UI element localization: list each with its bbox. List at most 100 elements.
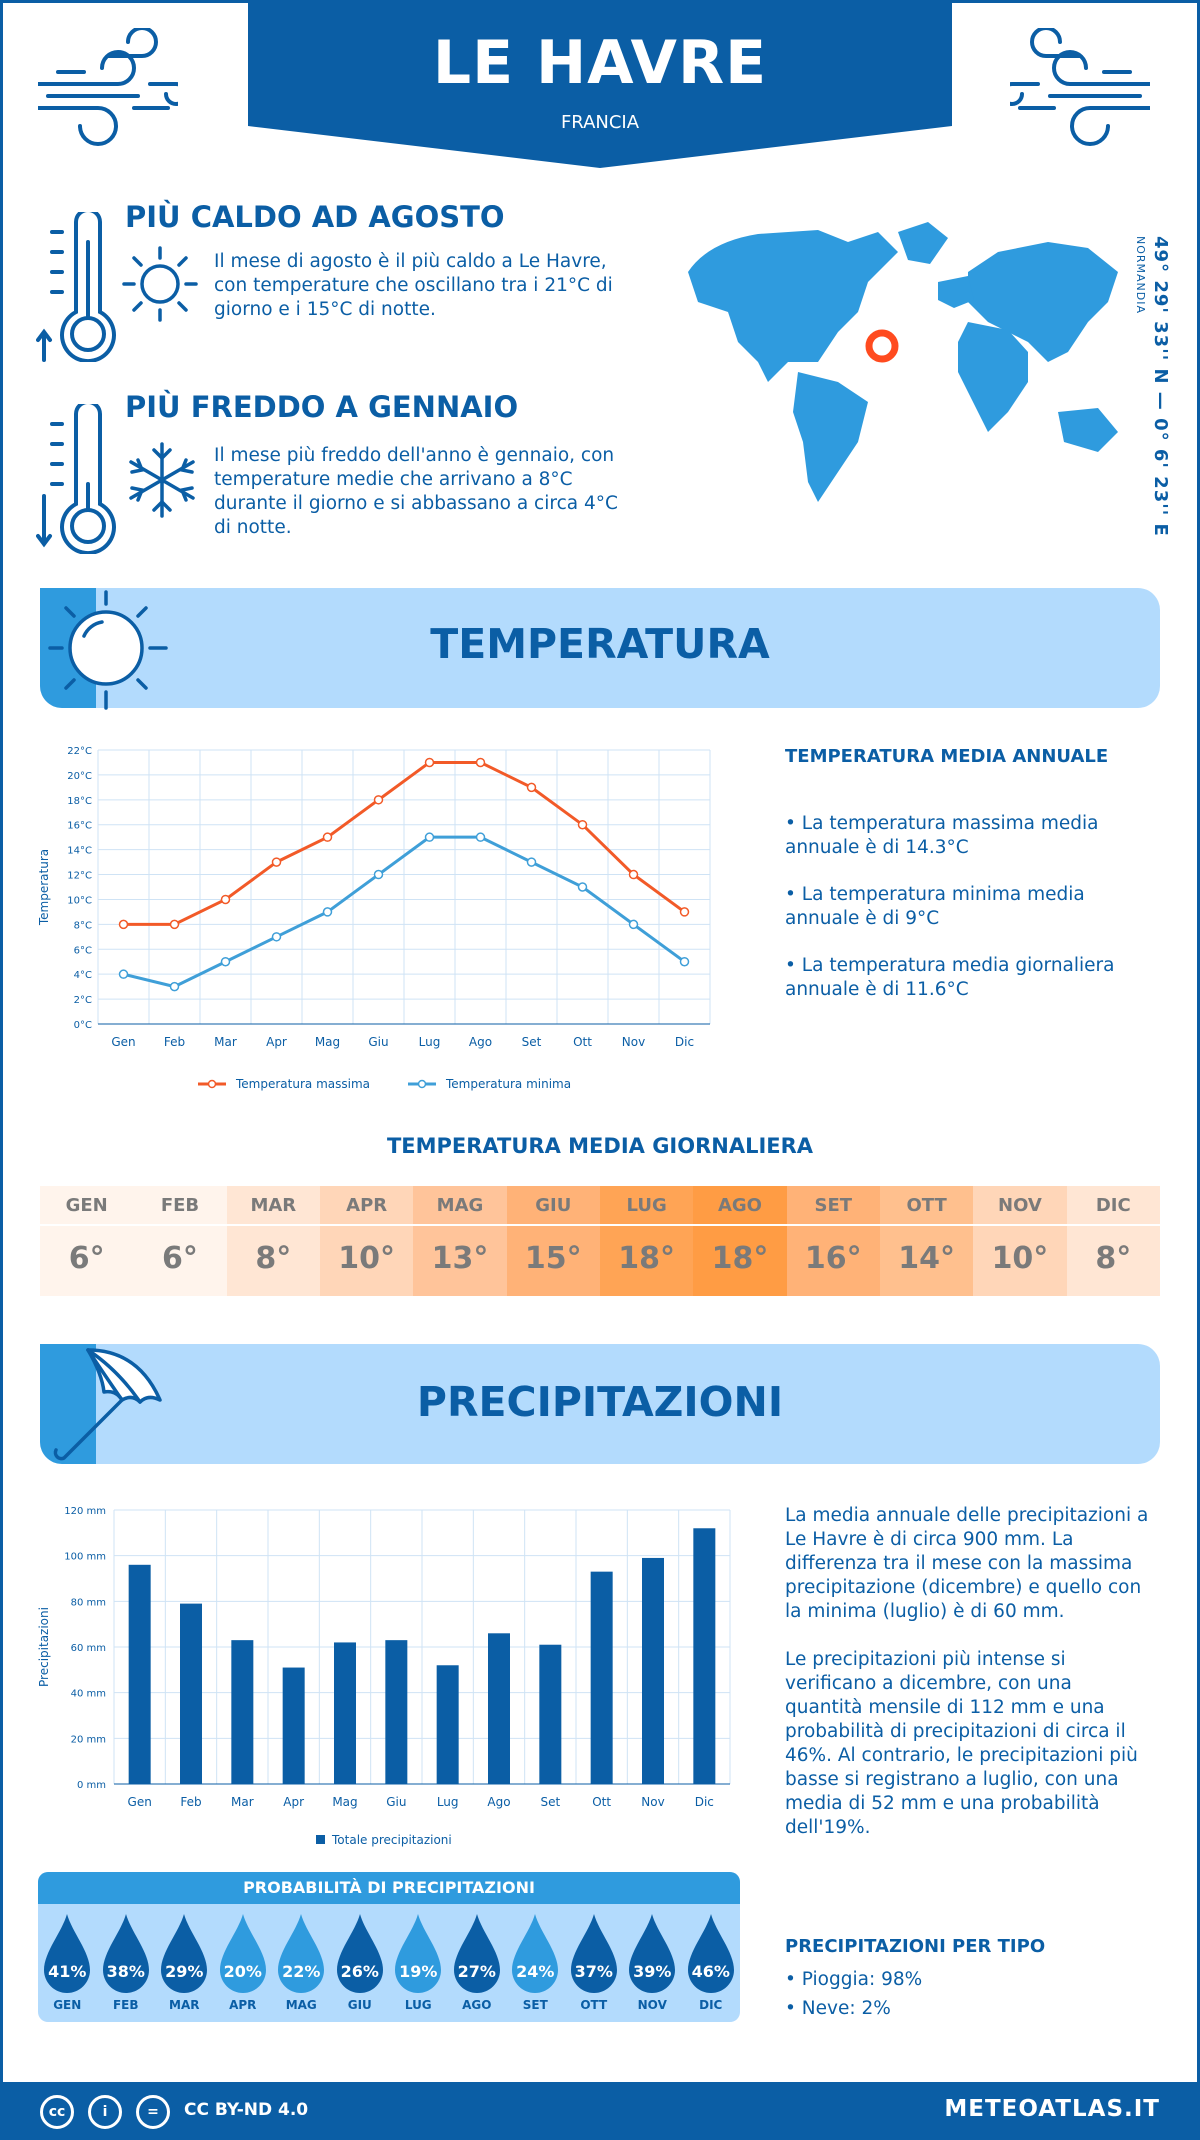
data-point bbox=[169, 919, 180, 930]
daily-temp-cell: NOV 10° bbox=[973, 1186, 1067, 1296]
y-tick-label: 100 mm bbox=[64, 1552, 106, 1563]
daily-temp-value: 15° bbox=[524, 1241, 582, 1276]
wind-icon bbox=[38, 28, 178, 146]
daily-temp-month: GEN bbox=[40, 1186, 134, 1226]
x-tick-label: Giu bbox=[386, 1795, 406, 1809]
daily-temp-month: DIC bbox=[1066, 1186, 1160, 1226]
raindrop-icon bbox=[395, 1914, 442, 1993]
daily-temp-cell: AGO 18° bbox=[693, 1186, 787, 1296]
umbrella-icon bbox=[53, 1348, 162, 1461]
daily-temp-value: 6° bbox=[68, 1241, 105, 1276]
x-tick-label: Nov bbox=[641, 1795, 664, 1809]
temperature-title: TEMPERATURA bbox=[430, 620, 770, 668]
probability-value: 37% bbox=[574, 1962, 613, 1981]
raindrop-icon bbox=[570, 1914, 617, 1993]
probability-value: 26% bbox=[340, 1962, 379, 1981]
probability-value: 22% bbox=[282, 1962, 321, 1981]
daily-temp-month: FEB bbox=[133, 1186, 227, 1226]
x-tick-label: Set bbox=[540, 1795, 560, 1809]
daily-temp-cell: APR 10° bbox=[319, 1186, 414, 1296]
annual-temp-bullet-avg: • La temperatura media giornaliera annua… bbox=[785, 955, 1115, 1000]
y-tick-label: 8°C bbox=[74, 920, 92, 931]
raindrop-icon bbox=[687, 1914, 734, 1993]
city-name: LE HAVRE bbox=[432, 28, 768, 98]
y-tick-label: 20°C bbox=[67, 771, 92, 782]
thermometer-icon bbox=[36, 404, 116, 554]
country-name: FRANCIA bbox=[560, 112, 640, 133]
x-tick-label: Mag bbox=[332, 1795, 357, 1809]
x-tick-label: Dic bbox=[695, 1795, 714, 1809]
daily-temp-cell: GIU 15° bbox=[506, 1186, 600, 1296]
x-tick-label: Lug bbox=[437, 1795, 459, 1809]
y-tick-label: 16°C bbox=[67, 821, 92, 832]
probability-month: MAR bbox=[169, 1998, 200, 2012]
probability-drop-mag: 22% MAG bbox=[274, 1912, 328, 2022]
x-tick-label: Ago bbox=[487, 1795, 510, 1809]
x-tick-label: Dic bbox=[675, 1035, 694, 1049]
y-tick-label: 0°C bbox=[74, 1020, 92, 1031]
y-tick-label: 120 mm bbox=[64, 1506, 106, 1517]
data-point bbox=[424, 832, 435, 842]
y-tick-label: 14°C bbox=[67, 846, 92, 857]
daily-temp-value: 14° bbox=[898, 1241, 955, 1276]
probability-month: SET bbox=[522, 1998, 548, 2012]
bar-nov bbox=[642, 1557, 664, 1784]
coldest-text: Il mese più freddo dell'anno è gennaio, … bbox=[214, 445, 618, 538]
data-point bbox=[220, 956, 231, 967]
probability-drop-lug: 19% LUG bbox=[391, 1912, 445, 2022]
bar-mar bbox=[231, 1640, 254, 1784]
daily-temp-cell: MAR 8° bbox=[226, 1186, 320, 1296]
raindrop-icon bbox=[44, 1914, 91, 1993]
daily-temp-cell: OTT 14° bbox=[879, 1186, 974, 1296]
sun-icon bbox=[48, 590, 168, 710]
y-tick-label: 80 mm bbox=[71, 1597, 106, 1608]
raindrop-icon bbox=[161, 1914, 208, 1993]
bar-set bbox=[539, 1644, 562, 1784]
precip-summary: La media annuale delle precipitazioni a … bbox=[785, 1505, 1149, 1622]
data-point bbox=[475, 832, 486, 842]
data-point bbox=[118, 969, 129, 979]
x-tick-label: Ott bbox=[592, 1795, 611, 1809]
precip-probability-title: PROBABILITÀ DI PRECIPITAZIONI bbox=[38, 1872, 740, 1904]
probability-value: 27% bbox=[457, 1962, 496, 1981]
cc-icon: cc bbox=[40, 2095, 74, 2129]
probability-month: AGO bbox=[462, 1998, 492, 2012]
precipitation-chart: 0 mm 20 mm 40 mm 60 mm 80 mm 100 mm 120 mm Gen F… bbox=[37, 1506, 731, 1847]
daily-temp-month: NOV bbox=[973, 1186, 1067, 1226]
snowflake-icon bbox=[129, 442, 195, 518]
probability-value: 46% bbox=[691, 1962, 730, 1981]
coldest-title: PIÙ FREDDO A GENNAIO bbox=[125, 390, 519, 424]
y-tick-label: 6°C bbox=[74, 945, 92, 956]
probability-value: 38% bbox=[106, 1962, 145, 1981]
probability-drop-ott: 37% OTT bbox=[567, 1912, 621, 2022]
probability-month: FEB bbox=[112, 1998, 139, 2012]
daily-temp-value: 8° bbox=[1095, 1241, 1132, 1276]
y-axis-label: Temperatura bbox=[37, 849, 51, 926]
daily-temp-month: GIU bbox=[506, 1186, 600, 1226]
probability-value: 20% bbox=[223, 1962, 262, 1981]
bar-ago bbox=[488, 1633, 510, 1784]
precip-types-title: PRECIPITAZIONI PER TIPO bbox=[785, 1936, 1046, 1957]
daily-temp-cell: DIC 8° bbox=[1066, 1186, 1160, 1296]
x-tick-label: Set bbox=[522, 1035, 542, 1049]
bar-giu bbox=[385, 1640, 408, 1784]
x-tick-label: Mar bbox=[231, 1795, 254, 1809]
daily-temp-month: MAG bbox=[413, 1186, 507, 1226]
x-tick-label: Feb bbox=[164, 1035, 185, 1049]
bar-dic bbox=[693, 1528, 716, 1784]
daily-temp-value: 10° bbox=[338, 1241, 396, 1276]
raindrop-icon bbox=[102, 1914, 149, 1993]
y-tick-label: 60 mm bbox=[71, 1643, 106, 1654]
data-point bbox=[322, 907, 333, 917]
y-tick-label: 0 mm bbox=[77, 1780, 106, 1791]
precip-type-rain: • Pioggia: 98% bbox=[785, 1969, 923, 1990]
bar-ott bbox=[590, 1571, 613, 1784]
header-banner bbox=[248, 0, 952, 170]
annual-temp-bullet-max: • La temperatura massima media annuale è… bbox=[785, 813, 1099, 858]
annual-temp-title: TEMPERATURA MEDIA ANNUALE bbox=[785, 746, 1109, 767]
site-link[interactable]: METEOATLAS.IT bbox=[944, 2096, 1160, 2122]
probability-value: 24% bbox=[516, 1962, 555, 1981]
x-tick-label: Gen bbox=[128, 1795, 152, 1809]
legend-label: Temperatura minima bbox=[445, 1077, 571, 1091]
probability-month: APR bbox=[229, 1998, 257, 2012]
